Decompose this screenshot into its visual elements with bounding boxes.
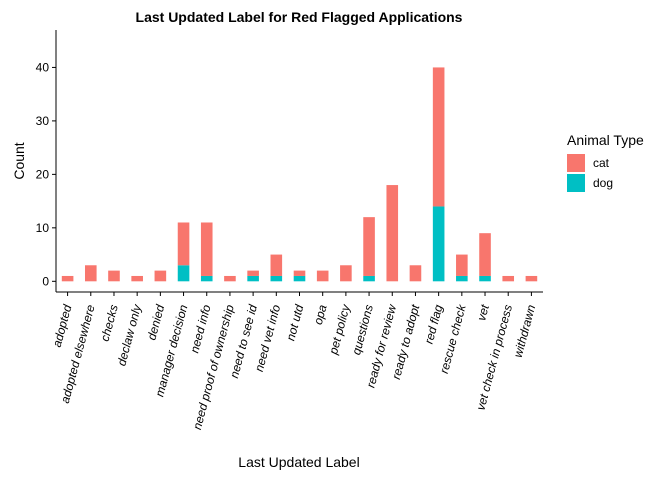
- chart-title: Last Updated Label for Red Flagged Appli…: [136, 9, 463, 25]
- x-tick-label: opa: [311, 303, 330, 326]
- bar-cat-need-to-see-id: [247, 270, 259, 276]
- y-axis-title: Count: [11, 142, 27, 179]
- x-tick-label: need info: [187, 303, 213, 355]
- y-tick-label: 30: [36, 114, 50, 128]
- bar-cat-ready-to-adopt: [409, 265, 422, 282]
- bar-cat-rescue-check: [456, 254, 468, 276]
- bar-cat-pet-policy: [340, 265, 352, 282]
- bar-cat-adopted: [61, 275, 74, 282]
- bar-cat-withdrawn: [525, 275, 538, 282]
- y-tick-label: 20: [36, 167, 50, 181]
- legend-label-dog: dog: [593, 176, 613, 190]
- bar-cat-ready-for-review: [386, 185, 399, 282]
- legend-title: Animal Type: [567, 132, 644, 148]
- bar-dog-need-to-see-id: [247, 275, 259, 282]
- x-tick-label: not utd: [283, 303, 306, 342]
- bars-layer: [61, 67, 538, 282]
- x-tick-label: adopted: [50, 303, 75, 349]
- bar-dog-manager-decision: [177, 265, 190, 282]
- legend-items: cat dog: [567, 154, 613, 192]
- bar-cat-need-vet-info: [270, 254, 283, 276]
- x-tick-label: red flag: [422, 303, 446, 346]
- bar-dog-need-info: [200, 275, 213, 282]
- bar-cat-vet: [479, 233, 491, 276]
- y-tick-label: 40: [36, 60, 50, 74]
- bar-dog-vet: [479, 275, 491, 282]
- x-tick-label: withdrawn: [511, 303, 539, 359]
- bar-cat-denied: [154, 270, 167, 282]
- legend-swatch-dog: [567, 174, 585, 192]
- bar-cat-not-utd: [293, 270, 306, 276]
- bar-cat-declaw-only: [131, 275, 143, 282]
- bar-cat-opa: [316, 270, 329, 282]
- bar-cat-need-proof-of-ownership: [224, 275, 236, 282]
- bar-cat-manager-decision: [177, 222, 190, 266]
- bar-dog-red-flag: [432, 206, 445, 282]
- legend-label-cat: cat: [593, 156, 610, 170]
- bar-dog-rescue-check: [456, 275, 468, 282]
- legend-swatch-cat: [567, 154, 585, 172]
- y-tick-label: 10: [36, 221, 50, 235]
- bar-dog-questions: [363, 275, 375, 282]
- x-tick-label: checks: [98, 303, 121, 343]
- x-tick-label: vet: [474, 303, 492, 323]
- bar-dog-need-vet-info: [270, 275, 283, 282]
- bar-cat-vet-check-in-process: [502, 275, 515, 282]
- bar-cat-questions: [363, 217, 375, 276]
- x-tick-label: pet policy: [326, 302, 353, 357]
- x-axis-title: Last Updated Label: [238, 454, 359, 470]
- y-tick-label: 0: [42, 274, 49, 288]
- x-tick-label: denied: [144, 303, 167, 342]
- bar-cat-adopted-elsewhere: [84, 265, 97, 282]
- bar-cat-red-flag: [432, 67, 445, 207]
- bar-cat-checks: [108, 270, 120, 282]
- bar-cat-need-info: [200, 222, 213, 276]
- legend: Animal Type cat dog: [567, 132, 644, 192]
- y-axis-ticks: 0 10 20 30 40: [36, 60, 56, 288]
- x-tick-label: questions: [349, 303, 376, 356]
- bar-dog-not-utd: [293, 275, 306, 282]
